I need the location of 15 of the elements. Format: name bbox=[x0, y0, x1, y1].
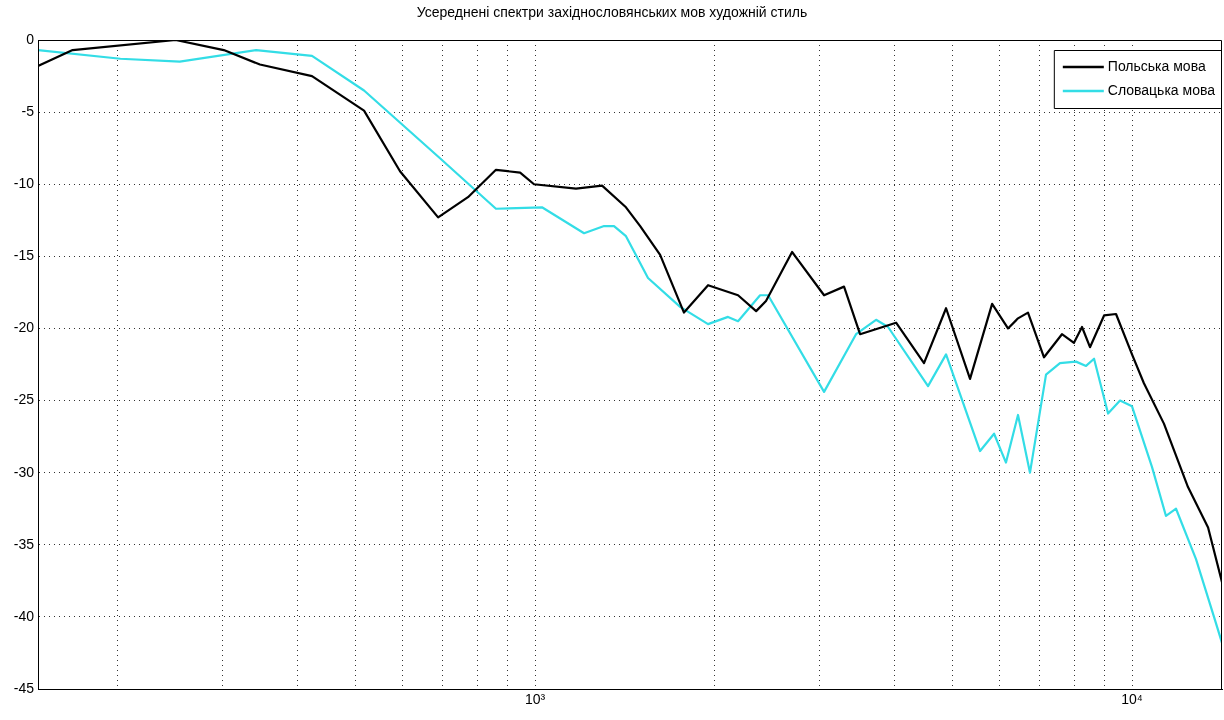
y-tick-label: -45 bbox=[13, 679, 35, 696]
y-tick-label: -25 bbox=[13, 391, 35, 408]
y-tick-label: -15 bbox=[13, 247, 35, 264]
legend-label: Словацька мова bbox=[1107, 81, 1216, 98]
y-tick-label: -30 bbox=[13, 463, 35, 480]
y-tick-label: -40 bbox=[13, 607, 35, 624]
legend-label: Польська мова bbox=[1107, 57, 1206, 74]
y-tick-label: -5 bbox=[21, 102, 35, 119]
y-tick-label: 0 bbox=[26, 30, 35, 47]
y-tick-label: -20 bbox=[13, 319, 35, 336]
chart-title: Усереднені спектри західнословянських мов художній стиль bbox=[415, 4, 809, 20]
x-tick-label: 10⁴ bbox=[1121, 691, 1143, 708]
y-tick-label: -10 bbox=[13, 175, 35, 192]
y-tick-label: -35 bbox=[13, 535, 35, 552]
x-tick-label: 10³ bbox=[524, 691, 546, 708]
